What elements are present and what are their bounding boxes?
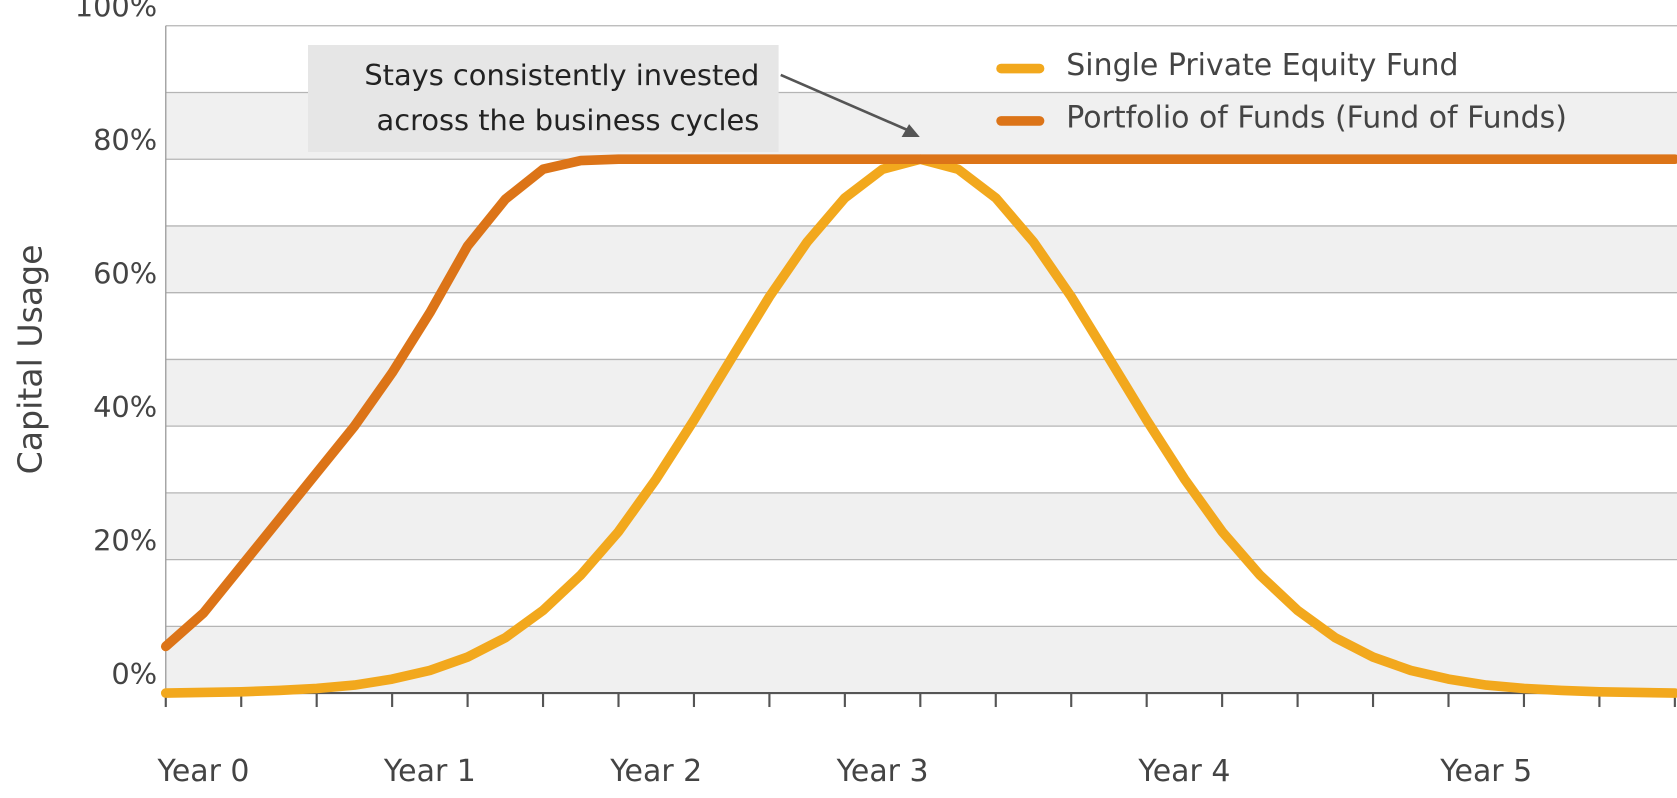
- bands: [165, 92, 1677, 694]
- x-tick-label: Year 0: [157, 754, 250, 789]
- annotation-line: across the business cycles: [377, 103, 760, 137]
- y-tick-label: 0%: [111, 657, 157, 691]
- x-tick-label: Year 1: [383, 754, 476, 789]
- annotation-arrowhead: [901, 124, 920, 137]
- y-tick-label: 80%: [93, 123, 157, 157]
- grid-band: [165, 626, 1677, 694]
- y-axis-label: Capital Usage: [11, 244, 50, 474]
- y-tick-label: 60%: [93, 257, 157, 291]
- y-tick-label: 40%: [93, 390, 157, 424]
- grid-band: [165, 359, 1677, 427]
- legend-label: Single Private Equity Fund: [1066, 48, 1458, 83]
- annotation-arrow: [780, 73, 912, 133]
- x-tick-label: Year 2: [609, 754, 702, 789]
- annotation-box: [308, 44, 779, 152]
- x-tick-label: Year 5: [1439, 754, 1532, 789]
- legend-label: Portfolio of Funds (Fund of Funds): [1066, 100, 1567, 135]
- x-tick-label: Year 3: [836, 754, 929, 789]
- annotation-line: Stays consistently invested: [364, 58, 759, 92]
- y-tick-label: 20%: [93, 524, 157, 558]
- x-tick-label: Year 4: [1137, 754, 1230, 789]
- lines: [160, 154, 1677, 698]
- y-tick-label: 100%: [75, 0, 158, 24]
- grid-band: [165, 492, 1677, 560]
- grid-band: [165, 225, 1677, 293]
- legend: Single Private Equity Fund Portfolio of F…: [996, 48, 1567, 135]
- series-line: [160, 154, 1677, 652]
- annotation: Stays consistently invested across the bu…: [364, 58, 759, 137]
